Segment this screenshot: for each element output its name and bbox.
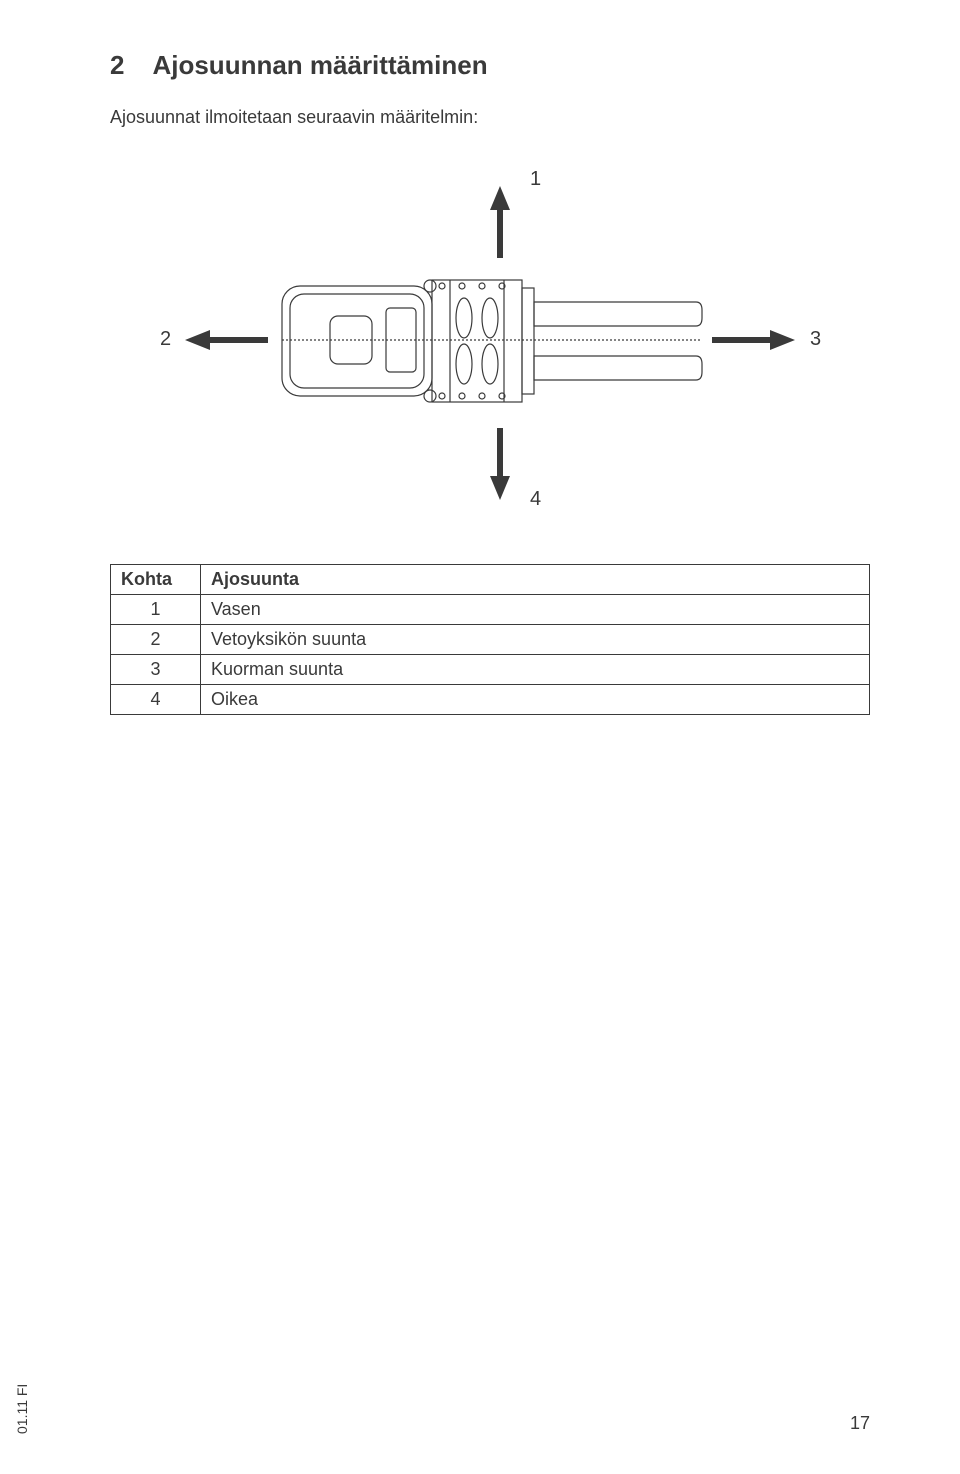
label-left: 2 [160,328,171,351]
label-up: 1 [530,168,541,191]
arrow-right-icon [712,330,795,350]
label-right: 3 [810,328,821,351]
cell-k: 2 [111,625,201,655]
arrow-left-icon [185,330,268,350]
table-row: 1 Vasen [111,595,870,625]
cell-v: Kuorman suunta [201,655,870,685]
page: 2 Ajosuunnan määrittäminen Ajosuunnat il… [0,0,960,1474]
arrow-down-icon [490,428,510,500]
section-heading: 2 Ajosuunnan määrittäminen [110,50,870,81]
intro-text: Ajosuunnat ilmoitetaan seuraavin määrite… [110,107,870,128]
label-down: 4 [530,488,541,511]
table-row: 2 Vetoyksikön suunta [111,625,870,655]
direction-diagram: 1 2 3 4 [130,168,850,528]
cell-k: 4 [111,685,201,715]
table-header-row: Kohta Ajosuunta [111,565,870,595]
section-title: Ajosuunnan määrittäminen [152,50,487,81]
table-row: 4 Oikea [111,685,870,715]
doc-revision: 01.11 FI [14,1384,30,1434]
forklift-svg [130,168,850,528]
diagram-container: 1 2 3 4 [110,168,870,528]
cell-k: 1 [111,595,201,625]
col-header-ajosuunta: Ajosuunta [201,565,870,595]
section-number: 2 [110,50,124,81]
page-number: 17 [850,1413,870,1434]
table-row: 3 Kuorman suunta [111,655,870,685]
cell-k: 3 [111,655,201,685]
cell-v: Vasen [201,595,870,625]
direction-table: Kohta Ajosuunta 1 Vasen 2 Vetoyksikön su… [110,564,870,715]
arrow-up-icon [490,186,510,258]
col-header-kohta: Kohta [111,565,201,595]
cell-v: Vetoyksikön suunta [201,625,870,655]
forklift-icon [282,280,702,402]
cell-v: Oikea [201,685,870,715]
